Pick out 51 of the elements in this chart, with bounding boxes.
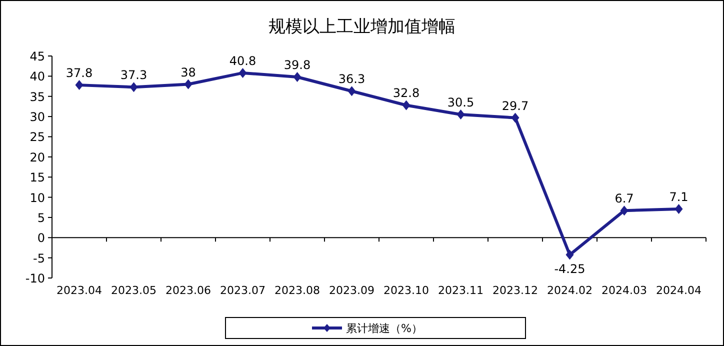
point [566, 250, 574, 260]
point [293, 72, 302, 82]
data-label: -4.25 [554, 262, 586, 276]
y-tick-label: -10 [25, 272, 45, 286]
y-tick-label: 40 [30, 70, 45, 84]
data-label: 32.8 [392, 86, 420, 100]
data-label: 37.8 [66, 66, 93, 80]
x-tick-label: 2023.07 [220, 284, 266, 297]
y-tick-label: 5 [37, 210, 45, 225]
point [75, 80, 84, 90]
point [402, 100, 410, 110]
x-tick-label: 2024.02 [547, 284, 592, 297]
y-tick-label: 15 [30, 170, 45, 185]
y-tick-label: 10 [30, 190, 45, 205]
x-tick-label: 2023.04 [56, 284, 102, 297]
x-tick-label: 2024.03 [602, 284, 647, 297]
data-label: 40.8 [229, 54, 256, 68]
data-label: 37.3 [120, 68, 148, 82]
point [238, 68, 247, 78]
y-tick-label: 45 [30, 50, 45, 64]
data-label: 39.8 [284, 58, 311, 72]
point [456, 110, 465, 120]
data-label: 38 [180, 65, 196, 80]
data-label: 7.1 [669, 190, 688, 204]
x-tick-label: 2023.08 [274, 284, 320, 297]
x-tick-label: 2023.05 [111, 284, 156, 297]
y-tick-label: 35 [30, 90, 45, 104]
data-label: 30.5 [447, 96, 474, 110]
point [620, 206, 628, 216]
x-tick-label: 2023.11 [438, 284, 484, 297]
point [348, 86, 356, 96]
x-tick-label: 2024.04 [656, 284, 702, 297]
x-tick-label: 2023.10 [384, 284, 429, 297]
y-tick-label: -5 [33, 251, 45, 266]
data-label: 29.7 [502, 98, 529, 113]
x-tick-label: 2023.12 [492, 284, 538, 297]
point [674, 204, 683, 214]
legend: 累计增速（%） [225, 317, 526, 339]
data-label: 6.7 [614, 192, 634, 206]
x-tick-label: 2023.06 [166, 284, 211, 297]
y-tick-label: 30 [30, 110, 45, 124]
legend-label: 累计增速（%） [346, 322, 422, 335]
y-tick-label: 0 [37, 231, 45, 246]
x-tick-label: 2023.09 [329, 284, 374, 297]
point [184, 79, 192, 90]
data-label: 36.3 [338, 72, 366, 86]
title: 规模以上工业增加值增幅 [268, 17, 456, 37]
y-tick-label: 25 [30, 130, 45, 144]
y-tick-label: 20 [30, 150, 45, 164]
point [130, 82, 138, 92]
point [511, 112, 520, 123]
